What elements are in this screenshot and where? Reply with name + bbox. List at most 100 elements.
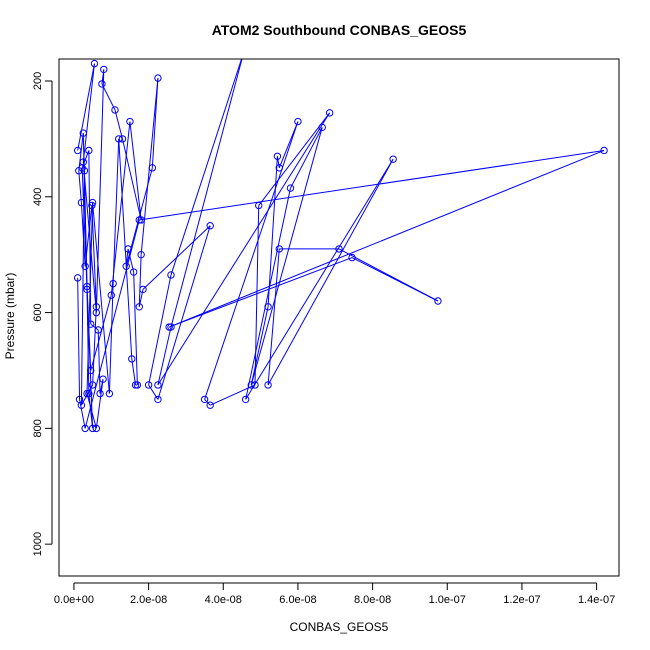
series-line-segment [258,112,331,206]
series-line-segment [91,205,97,307]
data-point [79,129,87,137]
series-line-segment [245,188,291,400]
data-point [109,279,117,288]
x-axis-label: CONBAS_GEOS5 [290,620,389,634]
y-tick-label: 200 [32,72,44,90]
data-point [124,245,132,253]
data-point [131,381,140,389]
data-point [318,123,326,132]
series-line-segment [250,127,323,386]
data-point [96,389,104,398]
data-point [251,381,259,389]
series-line-segment [138,254,142,307]
series-line-segment [127,248,135,273]
series-line-segment [351,257,439,302]
data-point [81,262,89,270]
x-tick-label: 6.0e-08 [279,594,316,606]
series-line-segment [129,121,142,221]
data-point [87,366,95,375]
series-line-segment [170,59,243,328]
data-point [88,198,97,207]
data-point [167,323,175,331]
data-series [73,59,608,433]
series-line-segment [77,63,95,151]
y-tick-label: 1000 [32,532,44,556]
y-tick-label: 400 [32,188,44,206]
x-tick-label: 1.0e-07 [429,594,466,606]
series-line-segment [204,399,211,406]
series-line-segment [168,257,353,328]
series-line-segment [168,150,605,328]
series-line-segment [290,127,323,189]
series-line-segment [84,219,140,429]
data-point [75,395,84,404]
data-point [85,146,93,155]
series-line-segment [114,109,123,140]
data-point [200,395,209,404]
x-axis: 0.0e+00 2.0e-08 4.0e-08 6.0e-08 8.0e-08 1.0e-… [54,582,615,606]
x-tick-label: 1.2e-07 [503,594,540,606]
y-axis-label: Pressure (mbar) [3,273,17,360]
x-tick-label: 0.0e+00 [54,594,94,606]
series-line-segment [267,248,280,385]
data-point [264,303,272,311]
series-line-segment [157,112,331,386]
series-line-segment [97,329,101,394]
data-point [348,253,356,262]
data-point [247,381,255,389]
data-point [88,424,97,433]
data-point [139,285,147,294]
data-point [148,164,157,172]
series-line-segment [78,170,82,203]
data-point [167,271,175,279]
series-line-segment [101,69,105,84]
data-point [165,323,173,331]
series-line-segment [82,63,95,163]
x-tick-label: 4.0e-08 [205,594,242,606]
data-point [144,381,153,389]
data-point [73,146,82,155]
series-line-segment [77,277,81,400]
data-point [275,245,283,253]
chart-title: ATOM2 Southbound CONBAS_GEOS5 [212,22,467,38]
data-point [115,135,123,143]
y-axis: 200 400 600 800 1000 [32,72,53,556]
series-line-segment [121,138,142,221]
data-point [206,401,214,409]
series-line-segment [110,121,131,296]
data-point [154,381,162,389]
data-point [137,250,145,259]
data-point [88,201,96,210]
series-line-segment [88,150,92,325]
series-line-segment [267,158,394,386]
series-line-segment [95,379,104,429]
data-point [81,424,89,433]
series-line-segment [108,283,114,394]
data-point [88,381,97,389]
series-line-segment [278,121,299,169]
series-line-segment [101,83,116,111]
data-point [83,282,91,291]
data-point [325,109,334,117]
data-point [122,262,130,270]
data-point [87,320,95,328]
data-point [135,303,143,311]
data-point [255,201,263,210]
x-tick-label: 2.0e-08 [130,594,167,606]
data-point [118,135,127,143]
series-line-segment [92,202,110,394]
data-point [99,375,107,383]
data-point [294,117,302,126]
data-point [600,146,608,155]
data-point [73,274,82,282]
data-point [389,155,397,163]
data-point [133,381,142,389]
data-point [128,355,136,363]
series-layer [73,59,608,433]
data-point [90,59,99,68]
data-point [129,268,138,276]
data-point [273,152,282,160]
data-point [107,291,115,299]
data-point [77,198,86,207]
